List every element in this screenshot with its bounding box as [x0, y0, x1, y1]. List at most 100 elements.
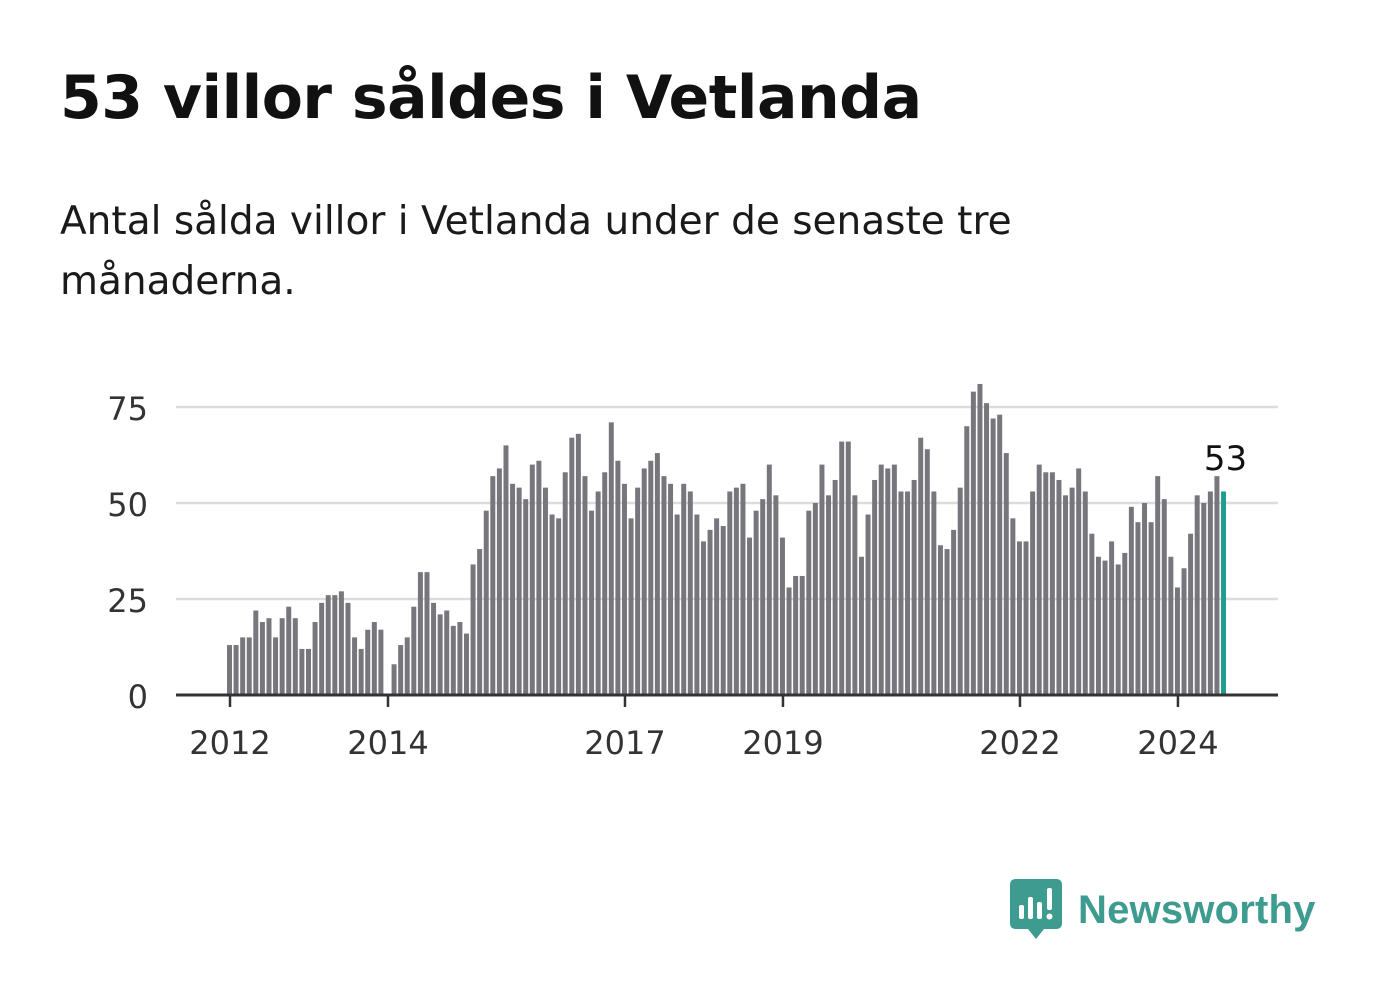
newsworthy-logo-icon: [1010, 879, 1062, 939]
bar: [990, 418, 996, 695]
bar: [411, 606, 417, 695]
bar: [806, 510, 812, 695]
bar: [1188, 533, 1194, 695]
bar: [1168, 556, 1174, 695]
bar: [371, 622, 377, 695]
bar: [793, 575, 799, 695]
bar: [549, 514, 555, 695]
bar: [1181, 568, 1187, 695]
bar: [1056, 479, 1062, 695]
y-tick-label: 75: [107, 390, 148, 428]
bars: [227, 383, 1227, 695]
bar: [1023, 541, 1029, 695]
bar: [582, 476, 588, 695]
bar: [398, 645, 404, 695]
bar: [496, 468, 502, 695]
bar: [885, 468, 891, 695]
bar: [510, 483, 516, 695]
bar: [786, 587, 792, 695]
x-tick-label: 2024: [1137, 724, 1218, 762]
bar: [1207, 491, 1213, 695]
bar: [1214, 476, 1220, 695]
bar: [490, 476, 496, 695]
bar: [292, 618, 298, 695]
bar: [773, 495, 779, 695]
bar: [826, 495, 832, 695]
bar: [964, 426, 970, 695]
bar: [562, 472, 568, 695]
bar: [753, 510, 759, 695]
bar: [720, 526, 726, 695]
bar: [1148, 522, 1154, 695]
bar: [1155, 476, 1161, 695]
bar: [1128, 506, 1134, 695]
bar: [924, 449, 930, 695]
bar: [674, 514, 680, 695]
bar: [700, 541, 706, 695]
bar: [536, 460, 542, 695]
bar: [661, 476, 667, 695]
bar: [1043, 472, 1049, 695]
bar: [747, 537, 753, 695]
bar: [997, 414, 1003, 695]
bar: [1089, 533, 1095, 695]
bar: [714, 518, 720, 695]
bar: [779, 537, 785, 695]
bar: [450, 625, 456, 695]
bar: [1115, 564, 1121, 695]
bar: [529, 464, 535, 695]
bar: [259, 622, 265, 695]
bar: [858, 556, 864, 695]
highlight-data-label: 53: [1204, 439, 1247, 479]
bar: [404, 637, 410, 695]
bar: [1036, 464, 1042, 695]
bar: [1049, 472, 1055, 695]
bar: [1194, 495, 1200, 695]
bar: [1003, 453, 1009, 695]
bar: [878, 464, 884, 695]
bar: [286, 606, 292, 695]
bar: [352, 637, 358, 695]
bar: [891, 464, 897, 695]
bar: [477, 549, 483, 695]
bar: [977, 383, 983, 695]
labels: 0 25 50 75 2012 2014 2017 2019 2022 2024 53: [107, 390, 1247, 762]
bar: [417, 572, 423, 695]
bar: [575, 433, 581, 695]
bar: [832, 479, 838, 695]
bar: [602, 472, 608, 695]
bar: [918, 437, 924, 695]
bar: [556, 518, 562, 695]
bar: [1122, 552, 1128, 695]
x-tick-label: 2017: [584, 724, 665, 762]
bar: [937, 545, 943, 695]
bar: [246, 637, 252, 695]
bar-highlight: [1221, 491, 1227, 695]
bar: [1142, 503, 1148, 695]
bar: [463, 633, 469, 695]
bar: [306, 648, 311, 695]
bar: [727, 491, 733, 695]
bar: [635, 487, 641, 695]
brand-logo: Newsworthy: [1010, 878, 1316, 942]
bar: [1010, 518, 1016, 695]
bar: [1201, 503, 1207, 695]
bar: [542, 487, 548, 695]
bar: [951, 529, 957, 695]
bar: [641, 468, 647, 695]
bar: [944, 549, 950, 695]
bar: [1082, 491, 1088, 695]
bar: [1069, 487, 1075, 695]
bar: [1135, 522, 1141, 695]
bar: [338, 591, 344, 695]
bar: [812, 503, 818, 695]
brand-name: Newsworthy: [1078, 887, 1316, 932]
bar: [911, 479, 917, 695]
bar: [227, 645, 232, 695]
bar: [589, 510, 595, 695]
bar: [898, 491, 904, 695]
bar: [299, 648, 305, 695]
bar: [1174, 587, 1180, 695]
bar: [470, 564, 476, 695]
